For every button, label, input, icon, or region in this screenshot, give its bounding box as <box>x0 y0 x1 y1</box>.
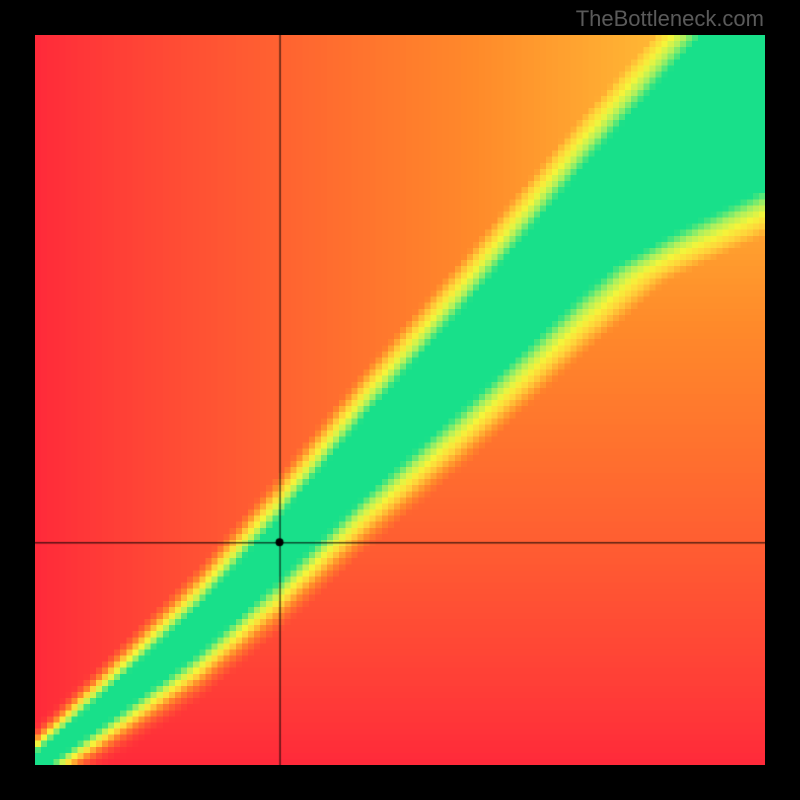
chart-container: TheBottleneck.com <box>0 0 800 800</box>
watermark-text: TheBottleneck.com <box>576 6 764 32</box>
bottleneck-heatmap <box>35 35 765 765</box>
